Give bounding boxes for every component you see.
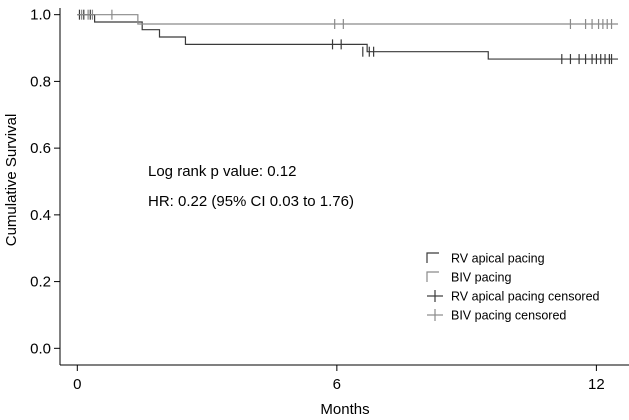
survival-curve-rv-apical (77, 14, 619, 60)
y-tick-label: 0.0 (30, 340, 51, 357)
x-axis-title: Months (320, 401, 369, 418)
x-tick-label: 0 (73, 376, 81, 393)
y-tick-label: 1.0 (30, 7, 51, 24)
logrank-annotation: Log rank p value: 0.12 (148, 163, 296, 180)
legend-label: BIV pacing censored (451, 309, 566, 323)
y-tick-label: 0.8 (30, 73, 51, 90)
x-tick-label: 6 (333, 376, 341, 393)
legend: RV apical pacing BIV pacing RV apical paci… (426, 252, 600, 323)
legend-label: RV apical pacing (451, 252, 545, 266)
legend-label: BIV pacing (451, 271, 512, 285)
y-tick-label: 0.2 (30, 274, 51, 291)
y-tick-label: 0.4 (30, 207, 51, 224)
series-layer (77, 9, 619, 65)
legend-step-swatch (426, 252, 439, 263)
hazard-ratio-annotation: HR: 0.22 (95% CI 0.03 to 1.76) (148, 193, 354, 210)
legend-label: RV apical pacing censored (451, 290, 600, 304)
y-axis-title: Cumulative Survival (3, 114, 20, 247)
axes-layer: 0.0 0.2 0.4 0.6 0.8 1.0 0 6 12 (30, 7, 629, 393)
x-tick-label: 12 (588, 376, 605, 393)
y-tick-label: 0.6 (30, 140, 51, 157)
legend-step-swatch (426, 271, 439, 282)
survival-curve-biv (77, 14, 619, 25)
